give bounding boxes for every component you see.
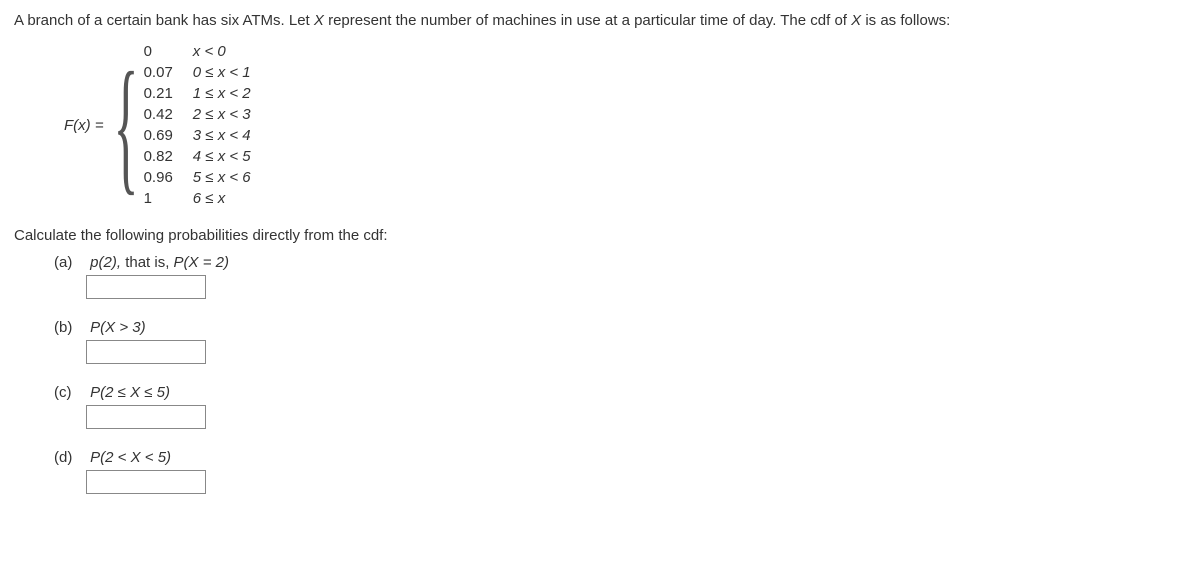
problem-statement: A branch of a certain bank has six ATMs.…	[14, 10, 1186, 31]
answer-input-a[interactable]	[86, 275, 206, 299]
cdf-value: 0.96	[144, 169, 173, 186]
intro-var-x2: X	[851, 12, 861, 29]
cdf-condition: 5 ≤ x < 6	[193, 169, 251, 186]
intro-text-prefix: A branch of a certain bank has six ATMs.…	[14, 12, 314, 29]
cdf-condition: 2 ≤ x < 3	[193, 106, 251, 123]
part-d-text: P(2 < X < 5)	[90, 449, 171, 466]
cdf-value: 0.82	[144, 148, 173, 165]
part-a-text: p(2), that is, P(X = 2)	[90, 254, 229, 271]
part-c-label: (c)	[54, 384, 86, 401]
cdf-condition: 1 ≤ x < 2	[193, 85, 251, 102]
answer-input-d[interactable]	[86, 470, 206, 494]
cdf-value: 0.42	[144, 106, 173, 123]
cdf-condition: 3 ≤ x < 4	[193, 127, 251, 144]
part-a: (a) p(2), that is, P(X = 2)	[54, 254, 1186, 299]
cdf-value: 1	[144, 190, 173, 207]
cdf-condition: 4 ≤ x < 5	[193, 148, 251, 165]
cdf-condition: 0 ≤ x < 1	[193, 64, 251, 81]
part-c-text: P(2 ≤ X ≤ 5)	[90, 384, 170, 401]
intro-text-mid: represent the number of machines in use …	[324, 12, 851, 29]
part-d: (d) P(2 < X < 5)	[54, 449, 1186, 494]
intro-text-suffix: is as follows:	[861, 12, 950, 29]
cdf-definition: F(x) = { 0 x < 0 0.07 0 ≤ x < 1 0.21 1 ≤…	[64, 43, 1186, 207]
cdf-value: 0.07	[144, 64, 173, 81]
cdf-condition: 6 ≤ x	[193, 190, 251, 207]
part-b: (b) P(X > 3)	[54, 319, 1186, 364]
answer-input-c[interactable]	[86, 405, 206, 429]
cdf-value: 0.69	[144, 127, 173, 144]
cdf-lhs: F(x) =	[64, 117, 104, 134]
cdf-condition: x < 0	[193, 43, 251, 60]
cdf-value: 0.21	[144, 85, 173, 102]
part-a-label: (a)	[54, 254, 86, 271]
answer-input-b[interactable]	[86, 340, 206, 364]
cdf-value: 0	[144, 43, 173, 60]
cdf-pieces: 0 x < 0 0.07 0 ≤ x < 1 0.21 1 ≤ x < 2 0.…	[144, 43, 251, 207]
question-parts: (a) p(2), that is, P(X = 2) (b) P(X > 3)…	[54, 254, 1186, 494]
intro-var-x1: X	[314, 12, 324, 29]
part-c: (c) P(2 ≤ X ≤ 5)	[54, 384, 1186, 429]
part-d-label: (d)	[54, 449, 86, 466]
part-b-label: (b)	[54, 319, 86, 336]
left-brace: {	[113, 58, 138, 193]
part-b-text: P(X > 3)	[90, 319, 145, 336]
instruction-text: Calculate the following probabilities di…	[14, 227, 1186, 244]
